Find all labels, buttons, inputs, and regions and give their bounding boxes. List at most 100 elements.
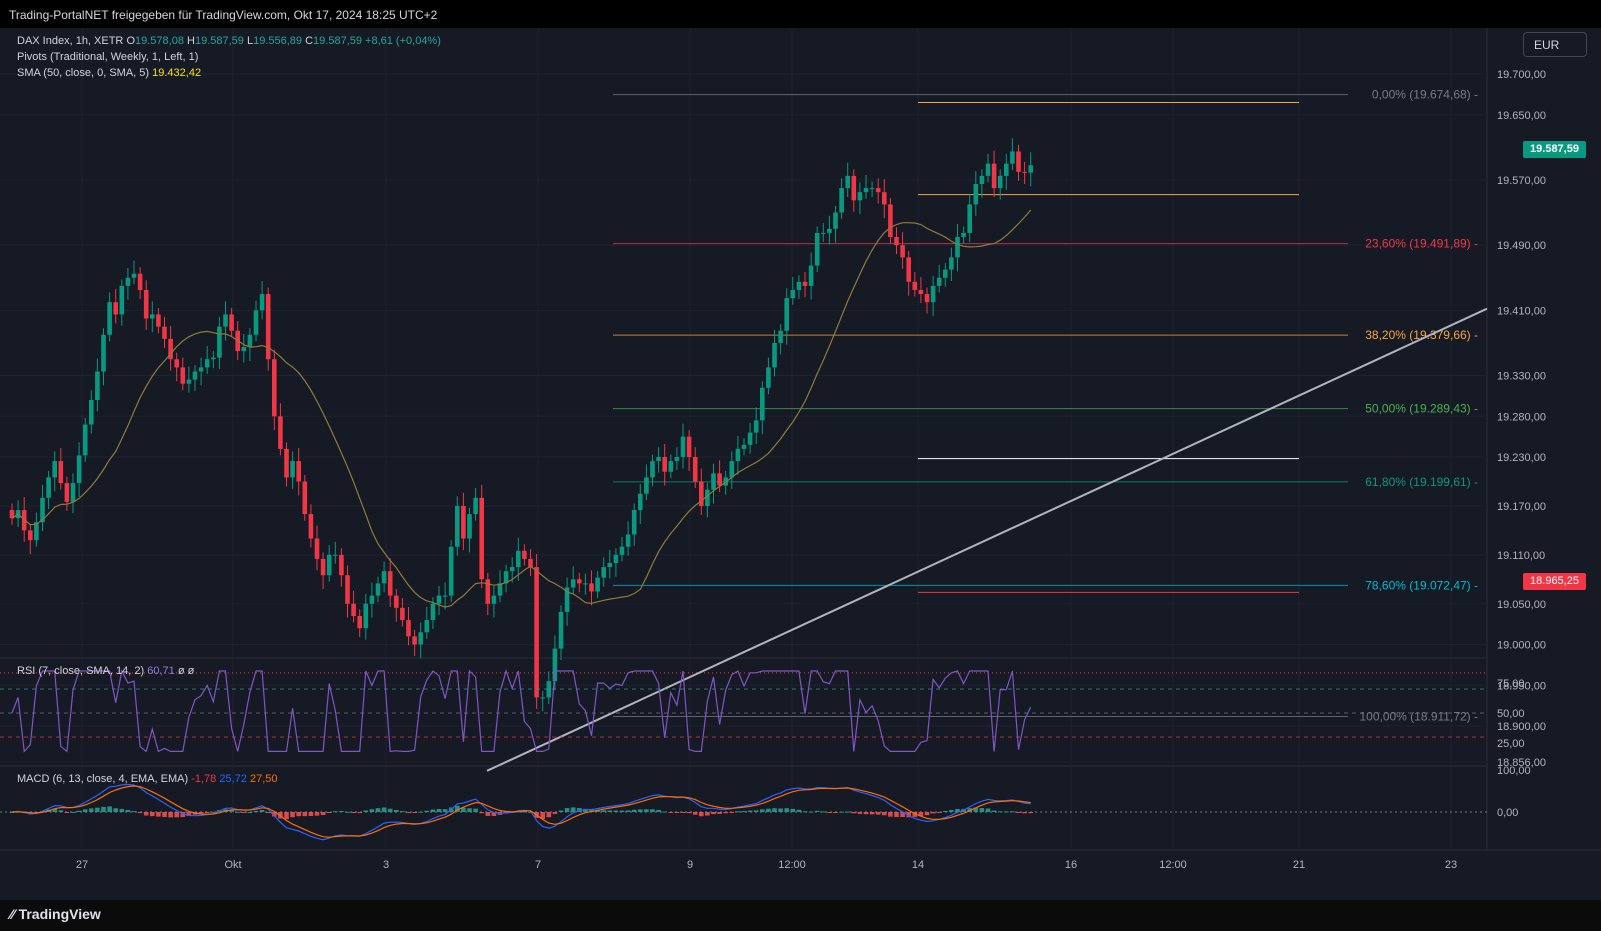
macd-hist-bar [259,809,265,812]
macd-hist-bar [680,812,686,813]
candle-body [607,563,613,568]
macd-legend[interactable]: MACD (6, 13, close, 4, EMA, EMA) -1,78 2… [17,773,277,785]
macd-hist-bar [741,810,747,812]
rsi-tick-label: 75,00 [1497,678,1525,690]
macd-hist-bar [9,812,15,813]
candle-body [363,603,369,629]
macd-hist-bar [357,812,362,813]
macd-hist-bar [345,811,350,813]
candle-body [900,245,905,258]
candle-body [778,330,783,343]
macd-hist-bar [668,812,674,813]
candle-body [997,175,1003,189]
macd-hist-bar [308,812,314,817]
candle-body [412,636,417,645]
macd-hist-bar [95,807,100,812]
candle-body [107,302,112,335]
candle-body [753,420,759,433]
candle-body [143,289,149,319]
macd-hist-bar [711,812,716,815]
macd-hist-bar [827,812,832,813]
candle-body [272,359,277,417]
macd-hist-bar [613,810,619,812]
candle-body [991,163,997,189]
candle-body [198,367,204,372]
candle-body [888,204,893,237]
candle-body [869,188,875,190]
candle-body [912,281,918,290]
candle-body [430,603,436,621]
candle-body [52,461,57,478]
macd-hist-bar [662,811,667,813]
candle-body [875,188,881,193]
tradingview-logo[interactable]: ⁄⁄ TradingView [10,906,101,922]
macd-hist-bar [857,812,863,814]
macd-signal-value: 27,50 [249,773,278,785]
macd-hist-bar [985,808,991,812]
candle-body [613,554,619,563]
macd-hist-bar [949,810,954,812]
macd-hist-bar [387,808,393,812]
candle-body [186,379,192,384]
macd-hist-bar [76,810,82,812]
candle-body [247,334,253,348]
macd-hist-bar [875,812,881,815]
candle-body [76,455,82,484]
candle-body [229,314,234,331]
macd-hist-bar [168,812,173,818]
chart-canvas[interactable]: 19.700,00 19.650,00 19.570,00 19.490,00 19.4… [0,28,1601,900]
candle-body [528,558,533,568]
price-tick-label: 19.650,00 [1497,110,1546,122]
macd-hist-bar [760,809,765,812]
candle-body [64,483,70,502]
macd-hist-bar [247,811,253,813]
candle-body [631,510,637,535]
macd-hist-bar [522,811,527,813]
macd-hist-bar [70,811,76,813]
macd-hist-bar [253,810,259,812]
candle-body [314,538,320,559]
macd-hist-bar [674,812,680,813]
currency-button[interactable]: EUR [1523,32,1587,57]
candle-body [326,554,332,576]
candle-body [34,522,39,541]
pivots-legend[interactable]: Pivots (Traditional, Weekly, 1, Left, 1) [17,51,198,63]
chart-panel[interactable] [0,28,1601,900]
macd-hist-bar [137,812,143,814]
fib-level-label: 0,00% (19.674,68) - [1372,88,1478,102]
macd-hist-value: -1,78 [191,773,217,785]
sma-legend[interactable]: SMA (50, close, 0, SMA, 5) 19.432,42 [17,67,201,79]
macd-hist-bar [436,808,442,812]
candle-body [741,444,747,449]
candle-body [162,326,167,339]
candle-body [351,603,356,616]
candle-body [808,265,814,286]
macd-hist-bar [814,810,820,812]
candle-body [979,175,985,185]
candle-body [424,620,430,633]
price-tick-label: 19.490,00 [1497,240,1546,252]
candle-body [290,461,295,478]
price-tick-label: 18.900,00 [1497,721,1546,733]
macd-hist-bar [156,812,161,817]
macd-hist-bar [619,810,625,812]
macd-hist-bar [930,812,936,814]
macd-hist-bar [638,809,643,812]
macd-hist-bar [546,812,552,818]
candle-body [497,583,503,596]
macd-hist-bar [101,806,106,812]
candle-body [70,483,76,502]
rsi-extra-2: ø [187,665,195,677]
macd-hist-bar [833,812,838,813]
macd-hist-bar [784,808,789,812]
candle-body [644,477,649,494]
macd-hist-bar [955,809,960,812]
symbol-legend[interactable]: DAX Index, 1h, XETR O19.578,08 H19.587,5… [17,35,441,47]
macd-hist-bar [577,807,582,812]
rsi-legend[interactable]: RSI (7, close, SMA, 14, 2) 60,71 ø ø [17,665,194,677]
fib-level-label: 100,00% (18.911,72) - [1359,709,1478,723]
macd-hist-bar [692,812,698,815]
low-value: 19.556,89 [253,35,303,47]
candle-body [381,571,387,584]
macd-hist-bar [766,808,771,812]
